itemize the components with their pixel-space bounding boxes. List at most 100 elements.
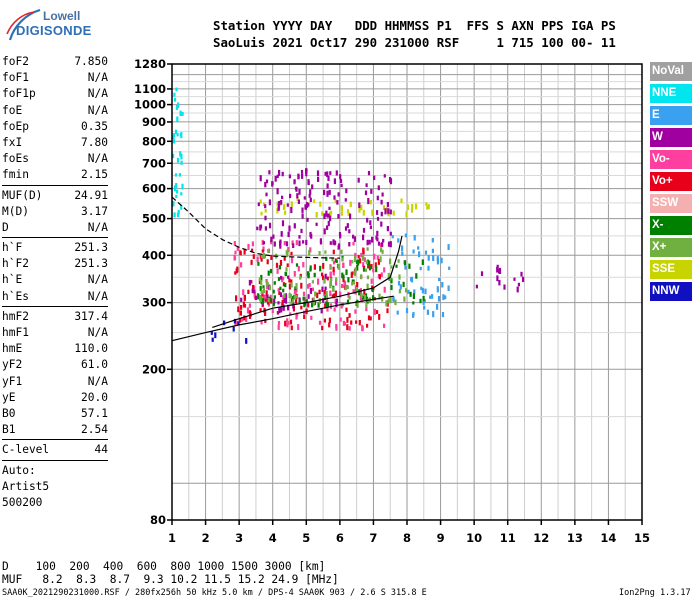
echo-point xyxy=(370,264,373,268)
echo-point xyxy=(242,289,245,296)
param-name: fmin xyxy=(2,168,29,182)
autoscale-info: Artist5 xyxy=(2,479,50,493)
echo-point xyxy=(256,256,259,263)
echo-point xyxy=(395,264,398,268)
echo-point xyxy=(276,207,279,214)
echo-point xyxy=(326,171,329,178)
echo-point xyxy=(378,293,381,300)
param-name: C-level xyxy=(2,443,50,457)
echo-point xyxy=(403,260,407,266)
param-divider xyxy=(2,439,108,441)
echo-point xyxy=(271,181,274,187)
echo-point xyxy=(210,331,213,335)
echo-point xyxy=(372,295,375,301)
echo-point xyxy=(266,259,269,265)
echo-point xyxy=(283,297,286,303)
param-divider xyxy=(2,305,108,307)
echo-point xyxy=(268,170,271,175)
echo-point xyxy=(345,307,348,312)
muf-row: MUF 8.2 8.3 8.7 9.3 10.2 11.5 15.2 24.9 … xyxy=(2,573,339,586)
param-name: foEs xyxy=(2,152,29,166)
echo-point xyxy=(352,234,355,239)
echo-point xyxy=(243,248,246,255)
echo-point xyxy=(326,225,329,230)
echo-point xyxy=(351,260,354,264)
echo-point xyxy=(366,239,369,246)
echo-point xyxy=(360,293,363,298)
echo-point xyxy=(277,324,280,331)
echo-point xyxy=(378,274,381,280)
echo-point xyxy=(386,301,389,307)
echo-point xyxy=(344,286,347,291)
echo-point xyxy=(293,295,296,300)
echo-point xyxy=(282,205,286,210)
param-row: yE 20.0 xyxy=(2,390,108,406)
echo-point xyxy=(376,255,379,260)
echo-point xyxy=(365,260,368,265)
param-value: 7.80 xyxy=(81,135,108,149)
echo-point xyxy=(280,199,283,205)
echo-point xyxy=(239,250,242,255)
echo-point xyxy=(260,321,263,325)
echo-point xyxy=(309,197,312,203)
echo-point xyxy=(376,195,379,201)
echo-point xyxy=(312,297,315,304)
echo-point xyxy=(420,286,423,291)
echo-point xyxy=(496,275,499,282)
echo-point xyxy=(371,210,374,217)
echo-point xyxy=(350,320,353,325)
y-tick-label: 400 xyxy=(142,248,166,262)
polarization-legend: NoVal NNE E W Vo- Vo+ SSW X- X+ SSE NNW xyxy=(650,62,692,304)
echo-point xyxy=(354,309,357,314)
echo-point xyxy=(279,239,282,244)
legend-entry-w: W xyxy=(650,128,692,147)
x-tick-label: 6 xyxy=(336,531,344,545)
echo-point xyxy=(277,201,280,205)
echo-point xyxy=(272,289,275,294)
echo-point xyxy=(317,302,320,308)
y-tick-label: 700 xyxy=(142,156,166,170)
echo-point xyxy=(319,265,322,272)
echo-point xyxy=(241,316,244,322)
echo-point xyxy=(362,295,365,300)
echo-point xyxy=(382,205,385,211)
echo-point xyxy=(264,318,267,323)
echo-point xyxy=(259,199,262,204)
echo-point xyxy=(276,174,279,179)
echo-point xyxy=(383,267,386,273)
param-row: foEp 0.35 xyxy=(2,119,108,135)
scaled-parameters-panel: foF2 7.850 foF1 N/A foF1p N/A foE N/A foEp 0.35 fx… xyxy=(2,54,108,511)
echo-point xyxy=(329,215,332,222)
echo-point xyxy=(392,210,395,216)
echo-point xyxy=(307,294,310,299)
echo-point xyxy=(264,215,267,221)
echo-point xyxy=(257,262,260,266)
echo-point xyxy=(310,233,313,239)
echo-point xyxy=(173,212,176,218)
echo-point xyxy=(422,300,425,305)
echo-point xyxy=(295,314,298,320)
echo-point xyxy=(236,246,239,251)
echo-point xyxy=(297,265,300,272)
echo-point xyxy=(264,208,267,213)
echo-point xyxy=(211,337,214,342)
echo-point xyxy=(278,265,281,270)
param-divider xyxy=(2,184,108,186)
param-name: hmF2 xyxy=(2,309,29,323)
param-name: D xyxy=(2,220,9,234)
echo-point xyxy=(297,199,300,204)
echo-point xyxy=(331,257,334,262)
param-value: N/A xyxy=(87,326,108,339)
echo-point xyxy=(172,135,175,140)
echo-point xyxy=(288,292,291,299)
echo-point xyxy=(358,202,361,209)
echo-point xyxy=(177,209,180,215)
echo-point xyxy=(177,102,180,108)
echo-point xyxy=(251,288,254,294)
echo-point xyxy=(298,235,301,239)
echo-point xyxy=(240,305,243,310)
echo-point xyxy=(360,204,363,211)
echo-point xyxy=(373,253,376,260)
echo-point xyxy=(316,170,320,177)
echo-point xyxy=(265,179,269,184)
